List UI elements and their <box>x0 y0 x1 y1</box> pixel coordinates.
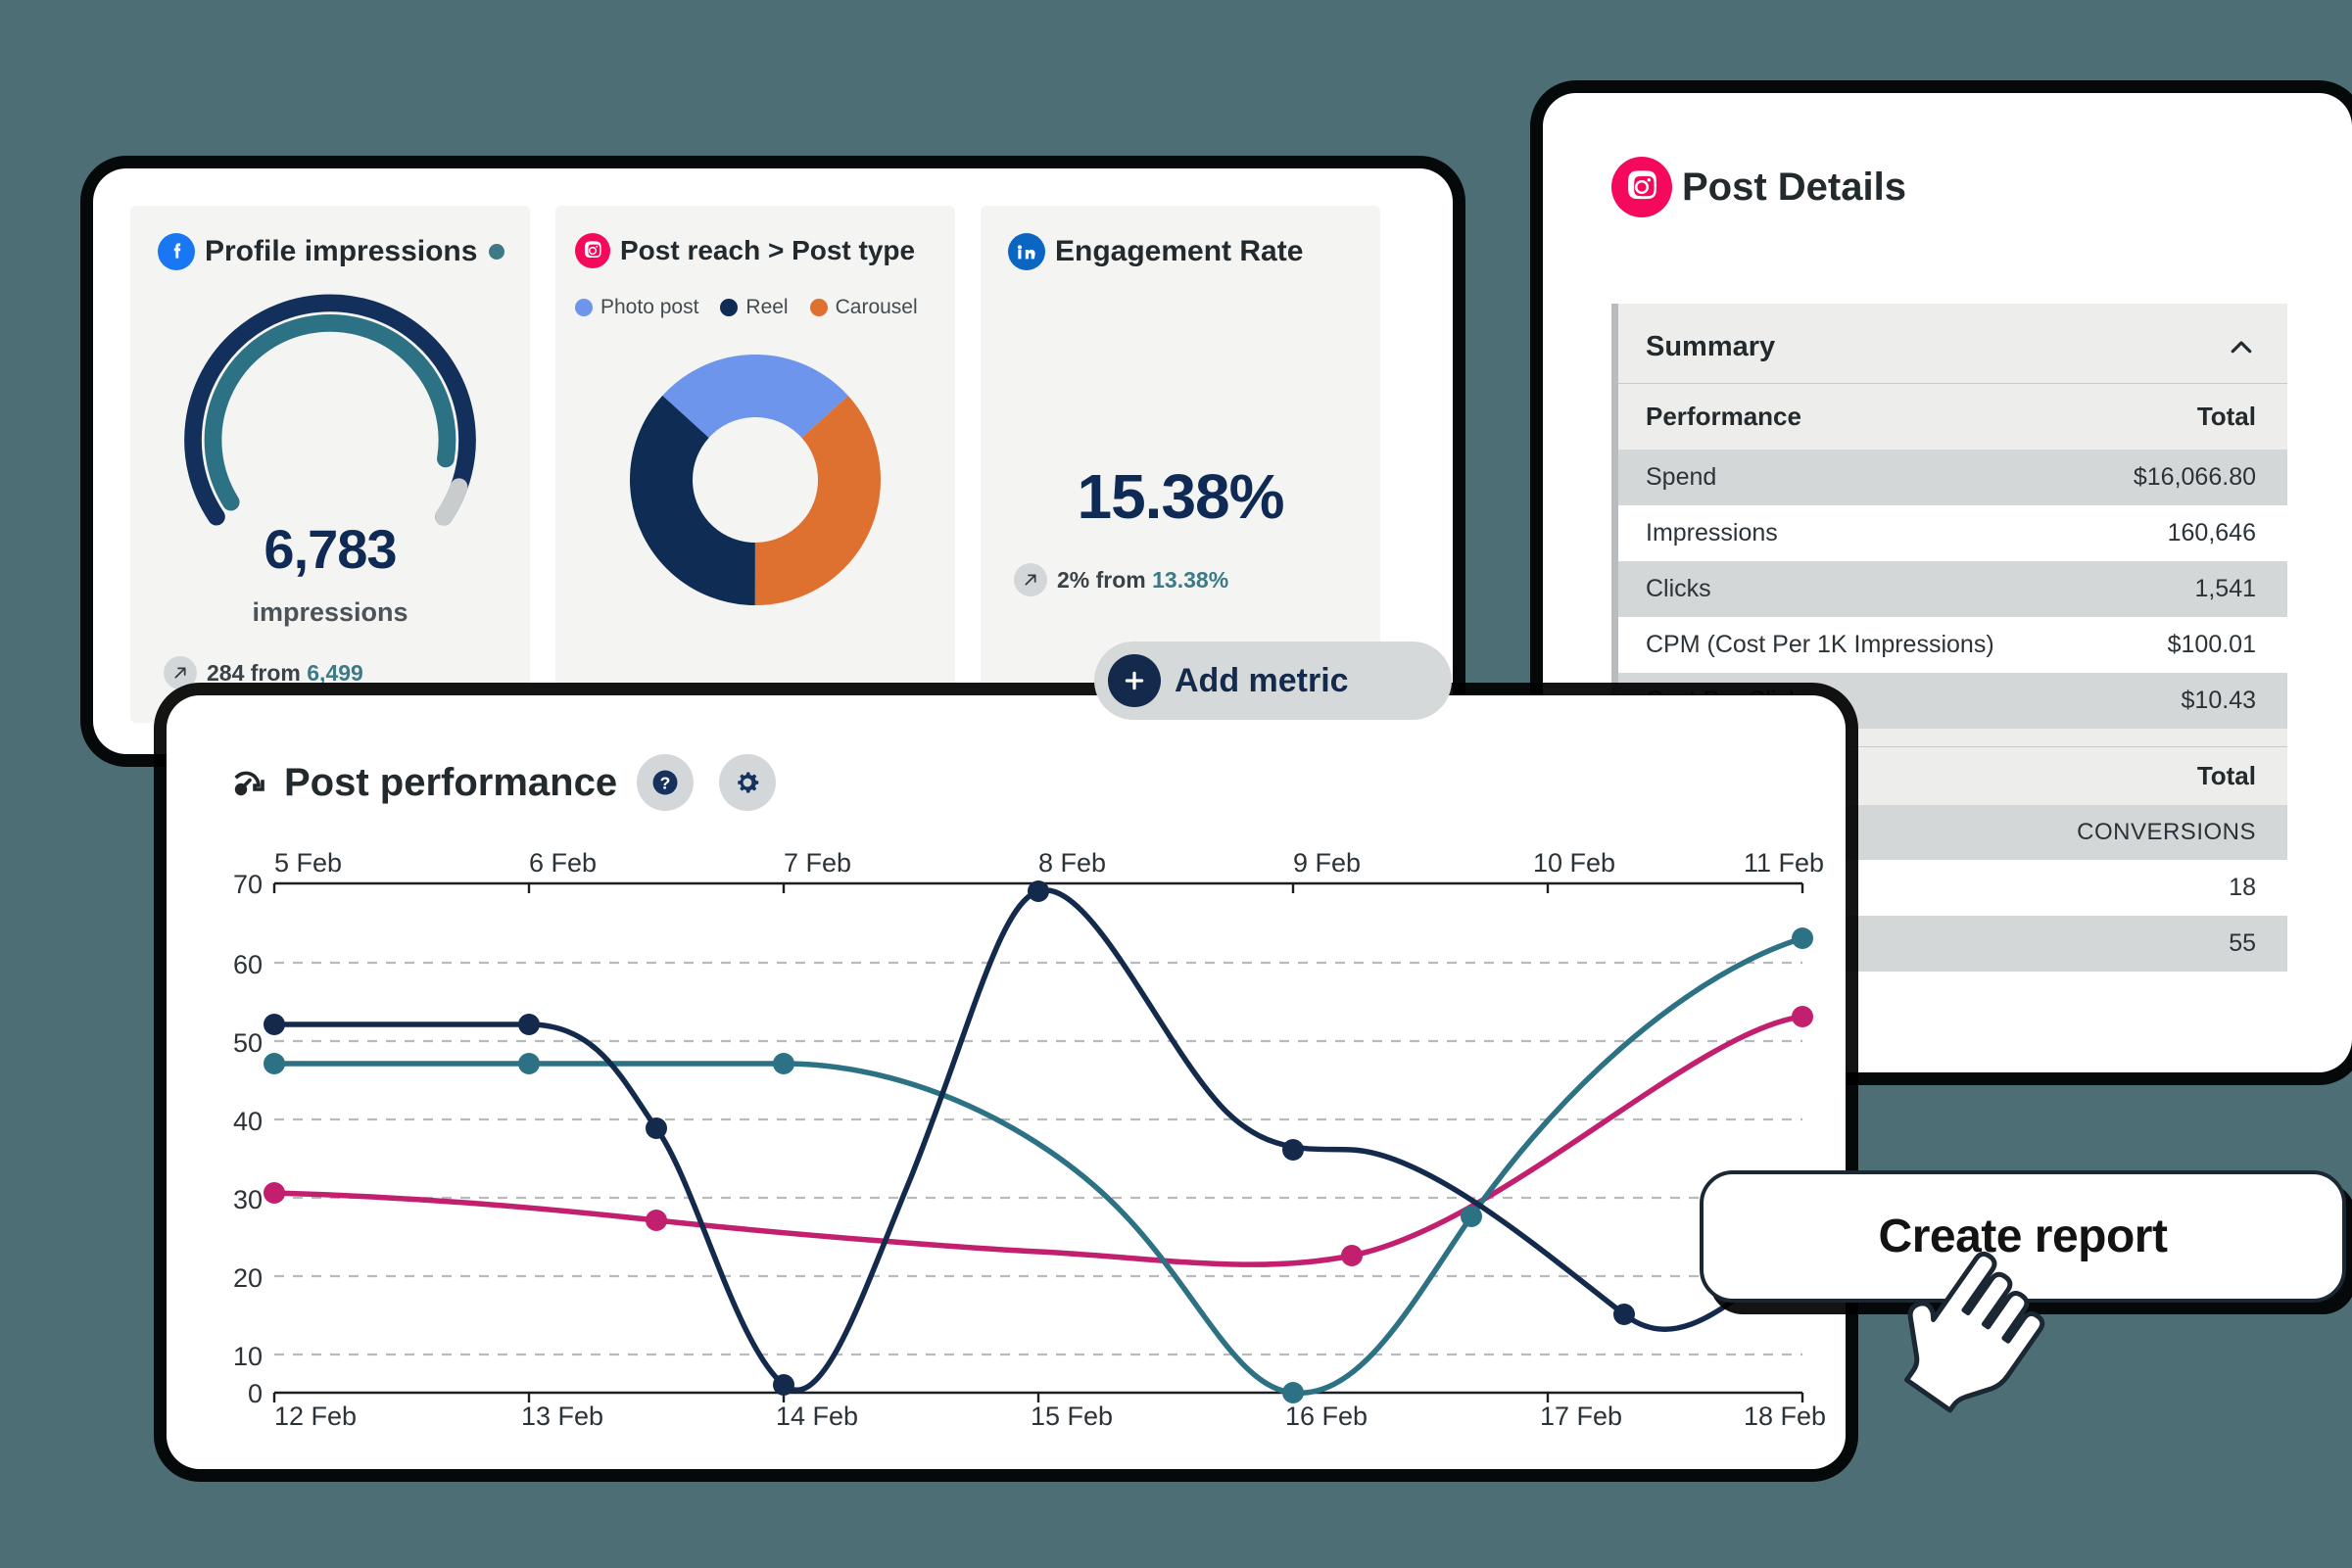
svg-text:30: 30 <box>233 1185 263 1214</box>
svg-text:0: 0 <box>248 1379 263 1408</box>
svg-text:12 Feb: 12 Feb <box>274 1402 357 1431</box>
svg-text:8 Feb: 8 Feb <box>1038 848 1106 878</box>
svg-text:20: 20 <box>233 1263 263 1293</box>
svg-text:10: 10 <box>233 1342 263 1371</box>
svg-text:17 Feb: 17 Feb <box>1540 1402 1622 1431</box>
svg-text:70: 70 <box>233 870 263 899</box>
svg-text:11 Feb: 11 Feb <box>1744 848 1824 878</box>
svg-text:13 Feb: 13 Feb <box>521 1402 603 1431</box>
svg-text:?: ? <box>660 773 671 792</box>
svg-text:40: 40 <box>233 1107 263 1136</box>
svg-text:5 Feb: 5 Feb <box>274 848 342 878</box>
svg-text:6 Feb: 6 Feb <box>529 848 597 878</box>
svg-text:50: 50 <box>233 1028 263 1058</box>
svg-text:10 Feb: 10 Feb <box>1533 848 1615 878</box>
svg-text:16 Feb: 16 Feb <box>1285 1402 1368 1431</box>
svg-text:9 Feb: 9 Feb <box>1293 848 1361 878</box>
svg-text:18 Feb: 18 Feb <box>1744 1402 1826 1431</box>
svg-text:7 Feb: 7 Feb <box>784 848 851 878</box>
svg-text:60: 60 <box>233 950 263 979</box>
svg-text:15 Feb: 15 Feb <box>1031 1402 1113 1431</box>
svg-text:14 Feb: 14 Feb <box>776 1402 858 1431</box>
